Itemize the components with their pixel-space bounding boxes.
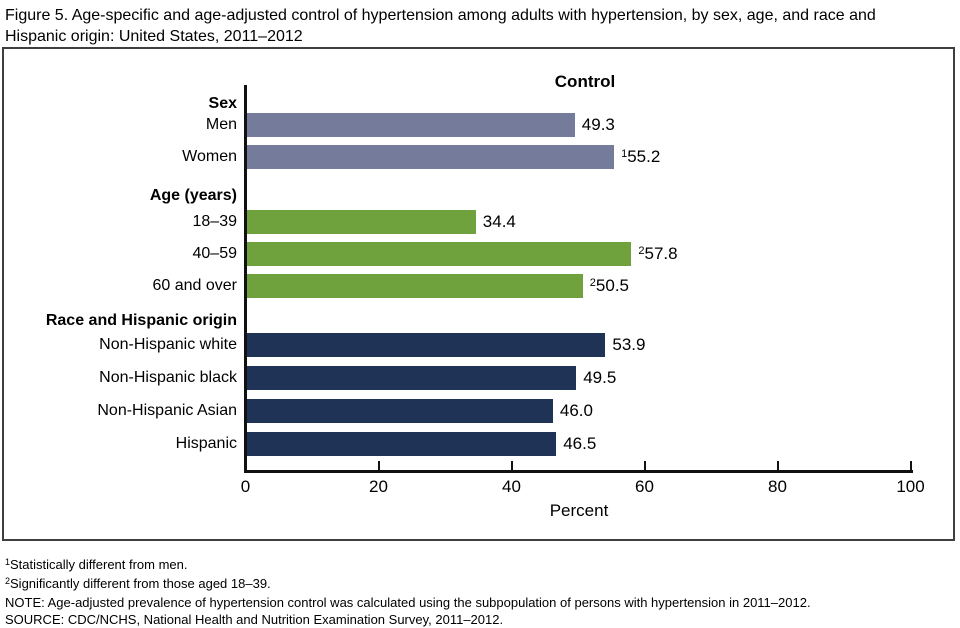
group-label: Age (years) <box>149 187 237 204</box>
footnote-marker: 1 <box>5 557 11 567</box>
footnote-line: 2Significantly different from those aged… <box>5 576 271 591</box>
category-label: Women <box>182 148 237 165</box>
x-axis-line <box>244 470 913 473</box>
footnote-marker: 1 <box>621 148 628 160</box>
category-label: 18–39 <box>192 213 238 230</box>
bar-value-label: 46.0 <box>559 401 593 420</box>
bar <box>247 333 606 357</box>
bar <box>247 145 615 169</box>
category-label: Hispanic <box>175 435 237 452</box>
footnote-line: SOURCE: CDC/NCHS, National Health and Nu… <box>5 612 504 627</box>
x-axis-tick-label: 40 <box>502 477 521 496</box>
x-axis-tick <box>510 461 513 470</box>
x-axis-tick-label: 100 <box>896 477 925 496</box>
bar <box>247 210 476 234</box>
bar-value-label: 46.5 <box>563 434 597 453</box>
bar <box>247 432 557 456</box>
bar <box>247 242 632 266</box>
figure-title: Figure 5. Age-specific and age-adjusted … <box>5 7 876 45</box>
bar <box>247 366 577 390</box>
footnote-line: 1Statistically different from men. <box>5 557 188 572</box>
group-label: Sex <box>208 95 237 112</box>
bar-value-label: 49.5 <box>583 368 617 387</box>
x-axis-tick <box>643 461 646 470</box>
footnote-marker: 2 <box>5 576 11 586</box>
bar-value-label: 155.2 <box>621 147 661 166</box>
bar-value-label: 53.9 <box>612 335 646 354</box>
bar <box>247 274 583 298</box>
category-label: Non-Hispanic black <box>99 369 237 386</box>
bar-value-label: 257.8 <box>638 244 678 263</box>
bar-value-label: 250.5 <box>589 276 630 295</box>
chart-header-control: Control <box>554 72 616 91</box>
footnote-marker: 2 <box>638 245 645 257</box>
footnotes: 1Statistically different from men. 2Signi… <box>5 556 955 628</box>
bar <box>247 399 553 423</box>
group-label: Race and Hispanic origin <box>45 312 237 329</box>
bar-value-label: 49.3 <box>581 115 615 134</box>
x-axis-tick-label: 0 <box>240 477 251 496</box>
x-axis-label: Percent <box>549 501 609 520</box>
x-axis-tick-label: 80 <box>768 477 787 496</box>
bar <box>247 113 575 137</box>
category-label: Men <box>205 116 237 133</box>
x-axis-tick-label: 20 <box>369 477 388 496</box>
x-axis-tick-label: 60 <box>635 477 654 496</box>
y-axis-line <box>244 85 247 473</box>
category-label: 40–59 <box>192 245 238 262</box>
x-axis-tick <box>776 461 779 470</box>
category-label: Non-Hispanic white <box>99 336 237 353</box>
bar-value-label: 34.4 <box>482 212 516 231</box>
category-label: 60 and over <box>152 277 237 294</box>
footnote-marker: 2 <box>589 277 596 289</box>
x-axis-tick <box>909 461 912 470</box>
category-label: Non-Hispanic Asian <box>97 402 237 419</box>
x-axis-tick <box>377 461 380 470</box>
footnote-line: NOTE: Age-adjusted prevalence of hyperte… <box>5 595 811 610</box>
